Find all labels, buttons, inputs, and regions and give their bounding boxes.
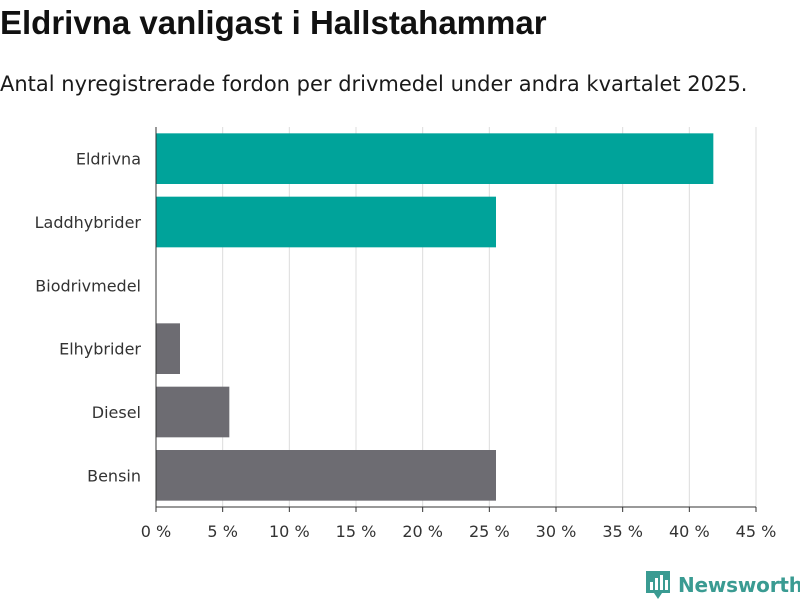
x-tick-label: 45 % [736,522,777,541]
brand-logo: Newsworthy [644,569,800,601]
category-label: Laddhybrider [35,213,142,232]
chart-title: Eldrivna vanligast i Hallstahammar [0,4,547,41]
category-labels: Eldrivna Laddhybrider Biodrivmedel Elhybrid… [35,150,142,486]
x-tick-label: 20 % [402,522,443,541]
x-tick-label: 30 % [536,522,577,541]
bar-chart-logo-icon [646,571,670,599]
bar [156,450,496,501]
bar [156,196,496,248]
brand-name: Newsworthy [678,573,800,597]
gridlines [222,127,757,507]
x-tick-label: 40 % [669,522,710,541]
bars [156,133,714,501]
category-label: Bensin [87,466,141,485]
x-tick-label: 15 % [336,522,377,541]
category-label: Elhybrider [59,340,141,359]
bar [156,323,180,374]
category-label: Diesel [92,403,141,422]
category-label: Eldrivna [76,150,141,169]
x-tick-label: 5 % [207,522,237,541]
category-label: Biodrivmedel [35,276,141,295]
chart-subtitle: Antal nyregistrerade fordon per drivmede… [0,72,748,96]
bar [156,386,230,438]
x-axis: 0 % 5 % 10 % 15 % 20 % 25 % 30 % 35 % 40 % 45 % [141,127,777,541]
x-tick-label: 25 % [469,522,510,541]
x-tick-label: 0 % [141,522,171,541]
bar [156,133,714,184]
x-tick-label: 35 % [602,522,643,541]
x-tick-label: 10 % [269,522,310,541]
